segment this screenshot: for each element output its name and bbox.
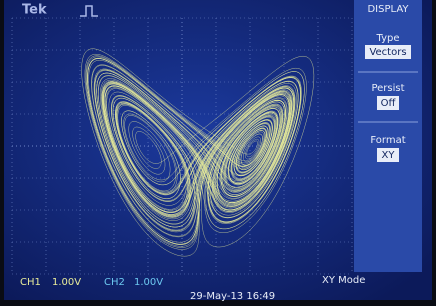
ch1-label: CH1 [20,277,41,288]
menu-label: Type [376,33,400,44]
menu-value[interactable]: Vectors [369,47,406,58]
oscilloscope-screen: Tek DISPLAY Type Vectors Persist Off For… [0,0,436,306]
menu-label: Format [370,135,405,146]
ch2-scale: 1.00V [134,277,163,288]
menu-label: Persist [371,83,404,94]
menu-value[interactable]: Off [381,98,397,109]
timestamp: 29-May-13 16:49 [190,291,275,302]
mode: XY Mode [322,275,365,286]
menu-value[interactable]: XY [382,150,396,161]
brand: Tek [22,3,47,18]
ch2-label: CH2 [104,277,125,288]
ch1-scale: 1.00V [52,277,81,288]
menu-title: DISPLAY [367,4,409,15]
